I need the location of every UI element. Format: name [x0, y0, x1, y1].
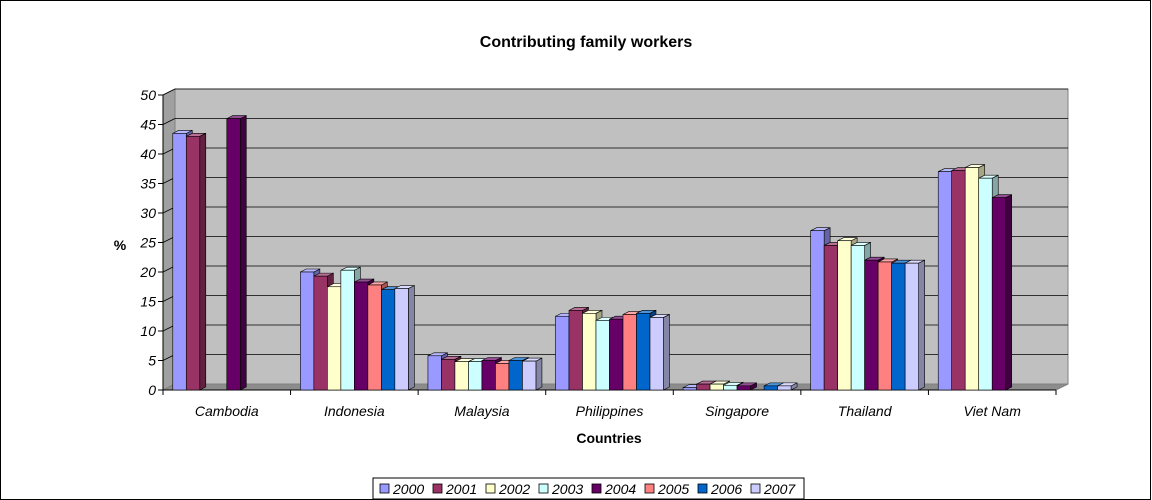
bar-cambodia-2001: [185, 132, 207, 391]
legend-label: 2005: [657, 481, 689, 497]
legend-swatch: [750, 483, 761, 494]
y-axis-title: %: [114, 237, 127, 253]
legend-box: [372, 477, 805, 500]
bar-singapore-2007: [777, 382, 798, 391]
y-tick-label: 35: [140, 176, 156, 192]
bar-malaysia-2007: [522, 357, 543, 391]
bar-singapore-2004: [736, 382, 757, 391]
legend-swatch: [538, 483, 549, 494]
legend-swatch: [485, 483, 496, 494]
legend-swatch: [591, 483, 602, 494]
legend-item-2004: 2004: [591, 481, 636, 497]
y-tick-label: 15: [140, 294, 156, 310]
y-tick-label: 45: [140, 117, 156, 133]
legend-item-2001: 2001: [432, 481, 477, 497]
x-tick-label: Indonesia: [324, 403, 385, 419]
legend-swatch: [697, 483, 708, 494]
legend-label: 2002: [498, 481, 530, 497]
legend-item-2007: 2007: [750, 481, 796, 497]
legend-swatch: [644, 483, 655, 494]
x-tick-label: Philippines: [576, 403, 644, 419]
legend-swatch: [432, 483, 443, 494]
y-tick-label: 5: [148, 353, 156, 369]
x-tick-label: Singapore: [705, 403, 769, 419]
legend-label: 2004: [604, 481, 636, 497]
legend-label: 2000: [392, 481, 424, 497]
x-tick-label: Malaysia: [454, 403, 509, 419]
legend: 2000 2001 2002 2003 2004 2005 2006 2007: [379, 481, 796, 497]
legend-item-2002: 2002: [485, 481, 530, 497]
legend-item-2005: 2005: [644, 481, 689, 497]
y-tick-label: 40: [140, 146, 156, 162]
legend-swatch: [379, 483, 390, 494]
legend-item-2006: 2006: [697, 481, 742, 497]
y-axis-ticks: 0 5 10 15 20 25 30 35 40 45 50: [139, 87, 163, 398]
bar-indonesia-2007: [394, 285, 415, 391]
gridline-side: [162, 118, 176, 125]
x-tick-label: Cambodia: [195, 403, 259, 419]
y-tick-label: 30: [140, 205, 156, 221]
y-tick-label: 20: [139, 264, 156, 280]
legend-label: 2006: [710, 481, 742, 497]
x-axis-ticks: Cambodia Indonesia Malaysia Philippines Sing…: [162, 390, 1057, 419]
legend-item-2003: 2003: [538, 481, 583, 497]
chart-title: Contributing family workers: [480, 34, 693, 51]
y-tick-label: 10: [140, 323, 156, 339]
y-tick-label: 0: [148, 382, 156, 398]
legend-item-2000: 2000: [379, 481, 424, 497]
bar-cambodia-2004: [226, 115, 247, 391]
bar-philippines-2007: [649, 313, 670, 391]
x-tick-label: Thailand: [838, 403, 893, 419]
y-tick-label: 25: [139, 235, 156, 251]
bar-thailand-2007: [904, 259, 925, 391]
bars: [172, 115, 1013, 391]
x-tick-label: Viet Nam: [964, 403, 1022, 419]
legend-label: 2003: [551, 481, 583, 497]
y-tick-label: 50: [140, 87, 156, 103]
x-axis-title: Countries: [576, 430, 642, 446]
legend-label: 2001: [445, 481, 477, 497]
bar-viet-nam-2004: [991, 194, 1013, 391]
gridline-side: [162, 88, 176, 96]
legend-label: 2007: [763, 481, 796, 497]
